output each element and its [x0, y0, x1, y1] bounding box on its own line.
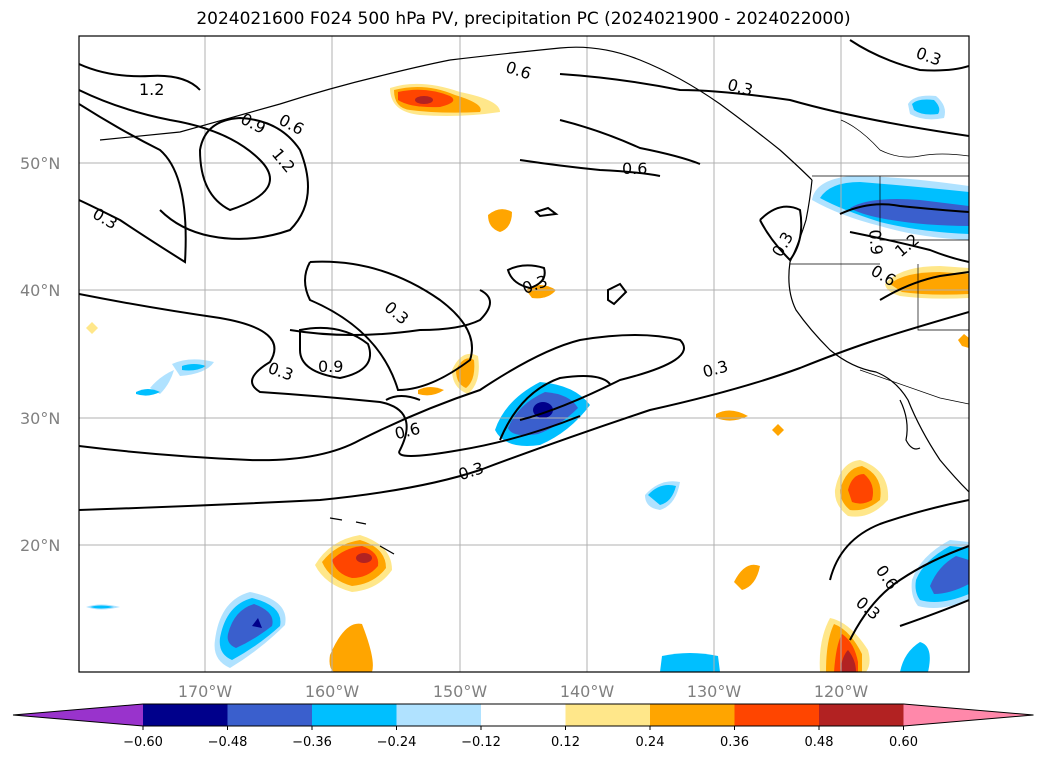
- colorbar-tick-label: −0.12: [461, 735, 501, 750]
- lat-tick: 40°N: [20, 281, 60, 300]
- colorbar-segment: [819, 704, 904, 726]
- lat-tick: 20°N: [20, 536, 60, 555]
- colorbar-segment: [312, 704, 397, 726]
- contour-label: 1.2: [139, 80, 164, 99]
- colorbar-tick-label: 0.24: [636, 735, 665, 750]
- lat-tick: 50°N: [20, 154, 60, 173]
- colorbar-segment: [734, 704, 819, 726]
- contour-label: 0.3: [80, 625, 105, 644]
- colorbar-tick-label: −0.36: [292, 735, 332, 750]
- lon-tick: 150°W: [433, 682, 488, 701]
- lat-tick-labels: 50°N 40°N 30°N 20°N: [20, 154, 60, 555]
- colorbar-segment: [396, 704, 481, 726]
- colorbar-segment: [650, 704, 735, 726]
- lon-tick: 160°W: [305, 682, 360, 701]
- colorbar-tick-label: 0.12: [551, 735, 580, 750]
- lat-tick: 30°N: [20, 409, 60, 428]
- country-borders: [790, 119, 969, 405]
- colorbar-segment: [481, 704, 566, 726]
- map-title: 2024021600 F024 500 hPa PV, precipitatio…: [196, 9, 851, 29]
- colorbar-tick-label: 0.60: [889, 735, 918, 750]
- colorbar-extend-high: [903, 704, 1034, 726]
- colorbar-extend-low: [13, 704, 143, 726]
- colorbar-tick-label: −0.24: [377, 735, 417, 750]
- lon-tick: 170°W: [178, 682, 233, 701]
- map-frame: [78, 35, 970, 673]
- coastlines: [99, 46, 969, 555]
- lon-tick: 140°W: [560, 682, 615, 701]
- lon-tick-labels: 170°W 160°W 150°W 140°W 130°W 120°W: [178, 682, 869, 701]
- colorbar: −0.60 −0.48 −0.36 −0.24 −0.12 0.12 0.24 0.36 0.4…: [12, 703, 1034, 750]
- lon-tick: 130°W: [687, 682, 742, 701]
- contour-label: 0.6: [622, 159, 647, 178]
- colorbar-tick-label: 0.36: [720, 735, 749, 750]
- contour-label: 0.9: [318, 357, 343, 376]
- precip-shading: [86, 83, 969, 672]
- colorbar-tick-label: 0.48: [805, 735, 834, 750]
- colorbar-tick-label: −0.60: [123, 735, 163, 750]
- colorbar-segment: [227, 704, 312, 726]
- pv-contours: [79, 39, 969, 641]
- lon-tick: 120°W: [814, 682, 869, 701]
- colorbar-segment: [143, 704, 228, 726]
- graticule: [79, 36, 969, 672]
- contour-label: 0.9: [865, 229, 886, 256]
- map-background: [79, 36, 969, 672]
- colorbar-segment: [565, 704, 650, 726]
- colorbar-tick-label: −0.48: [208, 735, 248, 750]
